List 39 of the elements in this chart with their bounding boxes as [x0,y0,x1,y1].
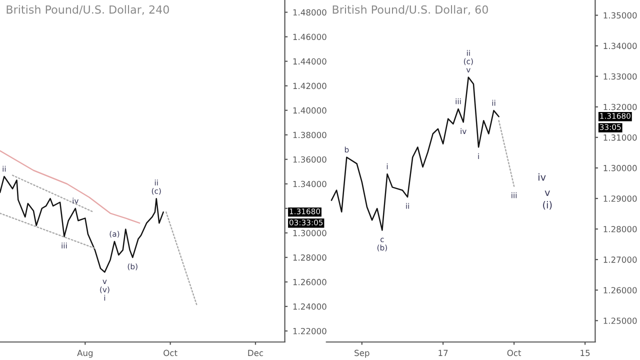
line-series [0,176,164,273]
x-tick-label: Oct [507,350,522,356]
y-tick-label: 1.42000 [293,82,326,90]
y-tick-label: 1.26000 [293,278,326,286]
chart-title: British Pound/U.S. Dollar, 240 [6,5,169,15]
y-tick-label: 1.22000 [293,328,326,334]
y-tick-label: 1.35000 [604,12,637,19]
y-tick-label: 1.38000 [293,132,326,138]
y-tick-label: 1.48000 [293,9,326,16]
x-tick-label: Oct [164,350,178,356]
y-tick-label: 1.30000 [293,230,326,236]
y-tick-label: 1.31000 [604,134,637,141]
x-tick-label: 17 [438,350,448,356]
y-tick-label: 1.25000 [604,318,637,324]
chart-title: British Pound/U.S. Dollar, 60 [332,5,488,15]
y-tick-label: 1.28000 [604,226,637,232]
y-tick-label: 1.36000 [293,156,326,163]
y-tick-label: 1.33000 [604,73,637,80]
y-tick-label: 1.34000 [604,42,637,50]
y-tick-label: 1.34000 [293,180,326,188]
y-tick-label: 1.24000 [293,303,326,310]
x-tick-label: Aug [77,350,93,358]
annotation: iv [538,173,546,181]
y-tick-label: 1.30000 [604,164,637,172]
y-tick-label: 1.46000 [293,34,326,40]
x-tick-label: Dec [248,350,264,356]
y-tick-label: 1.44000 [293,58,326,65]
annotation: v [544,190,550,196]
y-tick-label: 1.32000 [604,104,637,110]
y-tick-label: 1.26000 [604,287,637,294]
y-tick-label: 1.28000 [293,254,326,261]
y-tick-label: 1.27000 [604,256,637,263]
y-tick-label: 1.40000 [293,107,326,114]
line-series [330,76,500,231]
x-tick-label: Sep [354,350,370,358]
x-tick-label: 15 [580,350,590,356]
annotation: (i) [543,201,552,210]
y-tick-label: 1.29000 [604,195,637,202]
line-series [0,150,140,224]
